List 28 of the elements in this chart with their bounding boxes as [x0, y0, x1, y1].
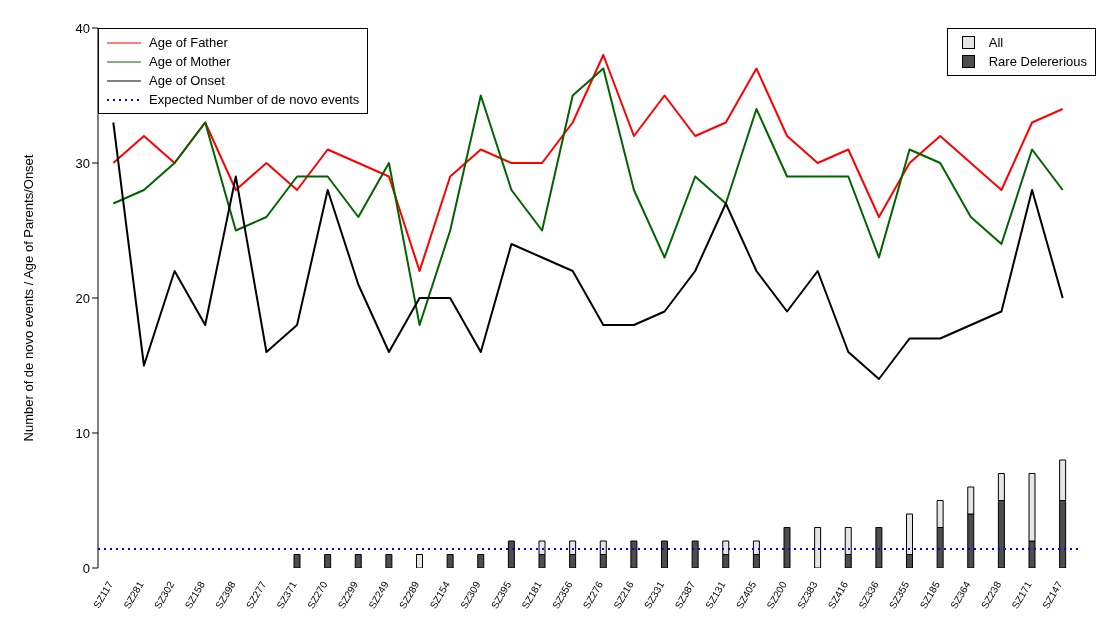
bar — [661, 540, 668, 568]
bar — [446, 554, 454, 568]
bar — [630, 540, 638, 568]
y-tick-label: 0 — [82, 560, 90, 576]
y-tick-label: 40 — [75, 20, 90, 36]
y-tick-label: 20 — [75, 290, 90, 306]
line-series — [112, 67, 1064, 326]
bar — [507, 540, 515, 568]
legend-label: Age of Onset — [149, 72, 225, 90]
y-axis-title: Number of de novo events / Age of Parents/Onset — [20, 154, 36, 442]
legend-label: Rare Delererious — [988, 53, 1087, 71]
bar — [477, 554, 485, 568]
legend-label: Expected Number of de novo events — [149, 91, 360, 109]
legend-label: All — [988, 34, 1004, 52]
bar — [783, 527, 791, 568]
y-tick-label: 10 — [75, 425, 90, 441]
line-series — [112, 121, 1064, 380]
legend-label: Age of Father — [149, 34, 228, 52]
y-tick-label: 30 — [75, 155, 90, 171]
bar — [385, 554, 393, 568]
legend-label: Age of Mother — [149, 53, 231, 71]
bar — [416, 554, 423, 568]
bar — [293, 554, 301, 568]
bar — [324, 554, 332, 568]
bar — [354, 554, 362, 568]
bar — [875, 527, 883, 568]
bar — [814, 527, 822, 568]
bar — [691, 540, 699, 568]
